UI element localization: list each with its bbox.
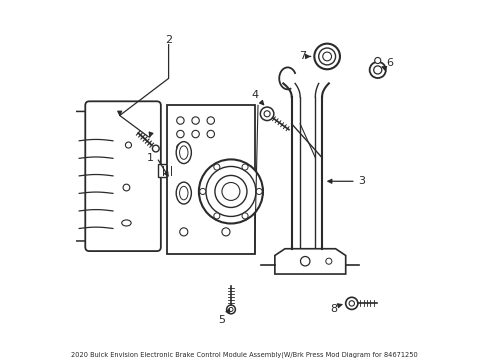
Circle shape bbox=[199, 188, 205, 194]
Text: 1: 1 bbox=[147, 153, 154, 163]
Circle shape bbox=[191, 117, 199, 124]
Text: 4: 4 bbox=[250, 90, 258, 100]
Circle shape bbox=[191, 130, 199, 138]
Circle shape bbox=[180, 228, 187, 236]
Circle shape bbox=[264, 111, 269, 117]
Circle shape bbox=[242, 164, 247, 170]
Text: 6: 6 bbox=[385, 58, 392, 68]
Circle shape bbox=[348, 301, 354, 306]
Text: 2: 2 bbox=[165, 35, 172, 45]
Ellipse shape bbox=[122, 220, 131, 226]
FancyBboxPatch shape bbox=[85, 101, 161, 251]
Bar bbox=[166, 105, 254, 254]
Circle shape bbox=[213, 164, 220, 170]
Text: 7: 7 bbox=[298, 51, 305, 62]
Circle shape bbox=[171, 165, 183, 177]
Circle shape bbox=[215, 175, 246, 207]
Circle shape bbox=[300, 256, 309, 266]
Circle shape bbox=[222, 183, 240, 201]
Circle shape bbox=[152, 145, 159, 152]
Circle shape bbox=[318, 48, 335, 65]
Circle shape bbox=[226, 305, 235, 314]
Circle shape bbox=[228, 307, 233, 311]
Text: 8: 8 bbox=[330, 305, 337, 314]
Circle shape bbox=[199, 159, 263, 224]
Circle shape bbox=[374, 58, 380, 63]
Circle shape bbox=[176, 117, 184, 124]
Bar bbox=[158, 165, 177, 177]
Ellipse shape bbox=[176, 182, 191, 204]
Text: 2020 Buick Envision Electronic Brake Control Module Assembly(W/Brk Press Mod Dia: 2020 Buick Envision Electronic Brake Con… bbox=[71, 352, 417, 358]
Circle shape bbox=[176, 130, 184, 138]
Circle shape bbox=[125, 142, 131, 148]
Text: 3: 3 bbox=[358, 176, 365, 186]
Circle shape bbox=[322, 52, 331, 61]
Circle shape bbox=[206, 117, 214, 124]
Ellipse shape bbox=[176, 141, 191, 163]
Ellipse shape bbox=[179, 186, 187, 200]
Circle shape bbox=[369, 62, 385, 78]
Circle shape bbox=[260, 107, 273, 121]
Circle shape bbox=[345, 297, 357, 310]
FancyBboxPatch shape bbox=[72, 112, 95, 241]
Circle shape bbox=[256, 188, 262, 194]
Text: 5: 5 bbox=[218, 315, 224, 325]
Circle shape bbox=[176, 144, 184, 151]
Circle shape bbox=[123, 184, 129, 191]
Circle shape bbox=[213, 213, 220, 219]
Circle shape bbox=[205, 166, 255, 216]
Circle shape bbox=[206, 130, 214, 138]
Polygon shape bbox=[274, 249, 345, 274]
Circle shape bbox=[373, 66, 381, 74]
Circle shape bbox=[242, 213, 247, 219]
Circle shape bbox=[222, 228, 229, 236]
Circle shape bbox=[314, 44, 339, 69]
Circle shape bbox=[325, 258, 331, 264]
Ellipse shape bbox=[179, 146, 187, 159]
